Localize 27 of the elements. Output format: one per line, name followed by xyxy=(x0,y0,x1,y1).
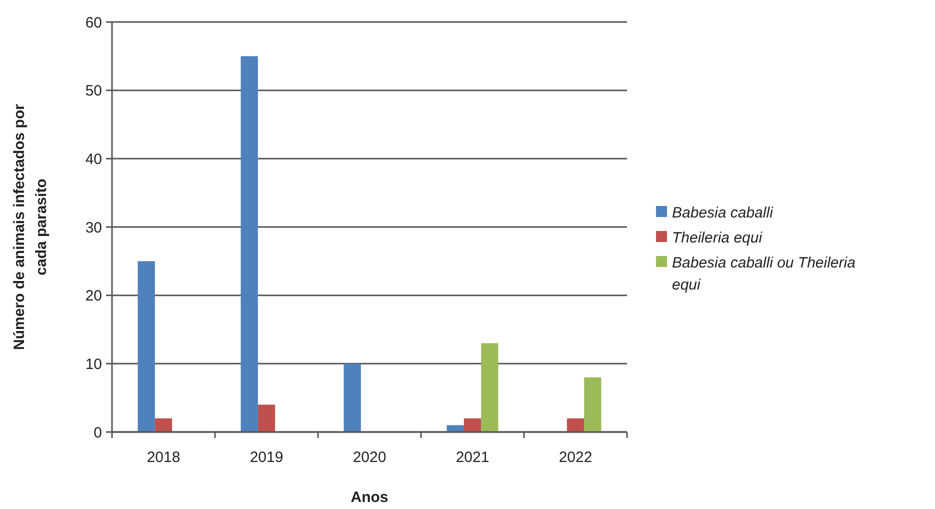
legend-label: Theileria equi xyxy=(672,229,763,246)
y-tick-label: 10 xyxy=(85,356,102,373)
bar xyxy=(464,418,482,432)
x-tick-label: 2020 xyxy=(352,449,386,466)
x-axis-title: Anos xyxy=(350,489,388,506)
x-tick-label: 2021 xyxy=(456,449,490,466)
y-tick-label: 30 xyxy=(85,219,102,236)
bar xyxy=(566,418,584,432)
legend-label: Babesia caballi xyxy=(672,204,774,222)
bar xyxy=(154,418,172,432)
bar xyxy=(138,261,155,432)
bar xyxy=(240,56,258,432)
bar xyxy=(344,364,361,432)
bar xyxy=(446,425,464,432)
legend-label: Babesia caballi ou Theileria equi xyxy=(672,254,856,294)
y-tick-label: 40 xyxy=(85,150,102,168)
bar xyxy=(258,404,276,432)
x-tick-label: 2019 xyxy=(250,449,284,466)
x-tick-label: 2018 xyxy=(146,449,180,466)
y-tick-label: 20 xyxy=(85,288,102,305)
bar xyxy=(584,377,602,432)
y-tick-label: 50 xyxy=(85,82,102,100)
x-tick-label: 2022 xyxy=(558,449,592,466)
y-axis-title: Número de animais infectados por cada parasito xyxy=(11,104,50,350)
y-tick-label: 60 xyxy=(85,14,102,32)
y-tick-label: 0 xyxy=(94,424,102,442)
bar xyxy=(481,343,498,432)
